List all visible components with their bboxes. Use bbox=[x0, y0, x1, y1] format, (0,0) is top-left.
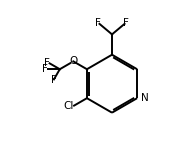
Text: N: N bbox=[141, 93, 148, 103]
Text: F: F bbox=[123, 18, 129, 28]
Text: O: O bbox=[69, 56, 77, 66]
Text: F: F bbox=[51, 75, 57, 85]
Text: F: F bbox=[95, 18, 101, 28]
Text: Cl: Cl bbox=[63, 101, 74, 111]
Text: F: F bbox=[44, 58, 49, 68]
Text: F: F bbox=[42, 64, 48, 74]
